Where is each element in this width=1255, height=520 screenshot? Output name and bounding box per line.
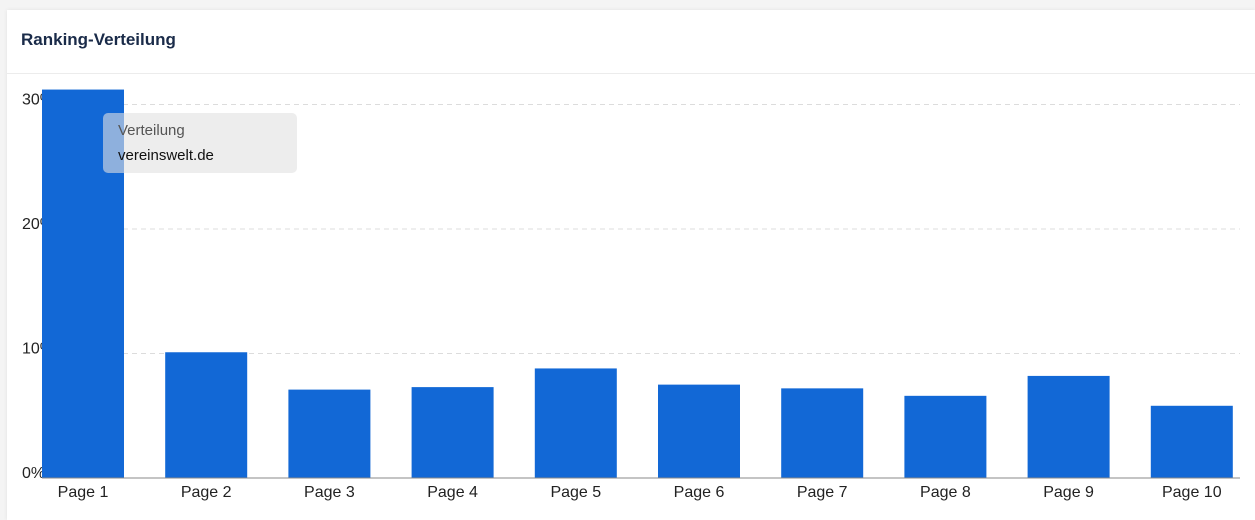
x-tick-label: Page 2 — [181, 484, 232, 501]
card-title: Ranking-Verteilung — [7, 10, 1255, 74]
bar — [534, 368, 617, 478]
bar — [1150, 405, 1233, 478]
tooltip-title: Verteilung — [118, 122, 185, 139]
x-tick-label: Page 5 — [550, 484, 601, 501]
x-tick-label: Page 4 — [427, 484, 478, 501]
bar — [288, 389, 371, 478]
x-tick-label: Page 3 — [304, 484, 355, 501]
x-tick-label: Page 1 — [58, 484, 109, 501]
y-tick-label: 0% — [22, 465, 45, 482]
bar — [165, 352, 248, 478]
tooltip: Verteilung vereinswelt.de — [103, 113, 297, 173]
x-tick-label: Page 10 — [1162, 484, 1222, 501]
tooltip-text: vereinswelt.de — [118, 147, 214, 164]
x-tick-label: Page 9 — [1043, 484, 1094, 501]
x-tick-label: Page 8 — [920, 484, 971, 501]
x-tick-label: Page 6 — [674, 484, 725, 501]
x-tick-label: Page 7 — [797, 484, 848, 501]
bar — [1027, 375, 1110, 478]
bar — [658, 384, 740, 478]
tooltip-box — [103, 113, 297, 173]
bar — [781, 388, 864, 478]
bar — [411, 387, 494, 478]
bar — [904, 395, 987, 478]
